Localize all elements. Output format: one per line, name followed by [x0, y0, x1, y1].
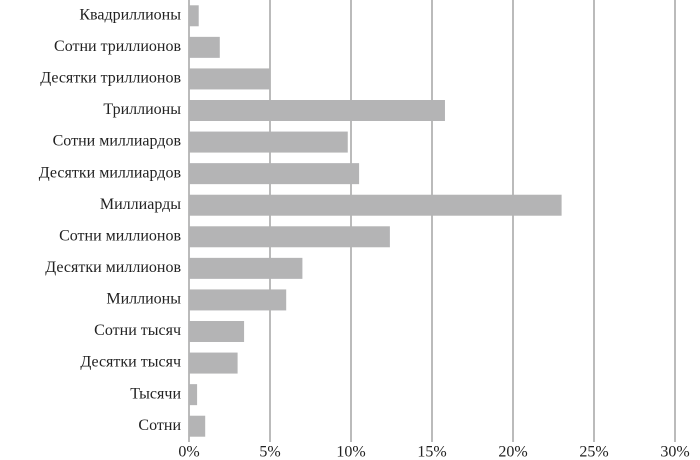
y-tick-label: Квадриллионы: [79, 6, 181, 23]
bar: [189, 194, 562, 216]
y-tick-label: Сотни миллионов: [59, 227, 181, 244]
bar: [189, 163, 360, 185]
x-tick-label: 30%: [660, 444, 689, 460]
y-tick-label: Миллионы: [106, 291, 181, 308]
x-tick-label: 20%: [498, 444, 527, 460]
bar: [189, 36, 220, 58]
y-tick-label: Десятки миллиардов: [39, 164, 182, 181]
bar: [189, 131, 348, 153]
x-tick-label: 15%: [417, 444, 446, 460]
bar: [189, 226, 390, 248]
y-tick-label: Сотни триллионов: [54, 38, 181, 55]
y-tick-label: Сотни тысяч: [94, 322, 181, 339]
y-tick-label: Десятки миллионов: [45, 259, 181, 276]
bar: [189, 5, 199, 27]
bar: [189, 68, 270, 90]
bar: [189, 415, 206, 437]
x-tick-label: 10%: [336, 444, 365, 460]
bar: [189, 100, 445, 121]
x-tick-label: 0%: [178, 444, 199, 460]
x-tick-label: 25%: [579, 444, 608, 460]
y-tick-label: Тысячи: [130, 385, 181, 402]
x-tick-label: 5%: [259, 444, 280, 460]
bar: [189, 257, 303, 279]
bar: [189, 321, 245, 342]
y-tick-label: Триллионы: [103, 101, 181, 118]
y-tick-label: Сотни: [138, 417, 181, 434]
bar: [189, 289, 287, 311]
bar: [189, 352, 238, 374]
bar: [189, 384, 198, 406]
y-tick-label: Десятки триллионов: [40, 70, 181, 87]
y-tick-label: Миллиарды: [100, 196, 181, 213]
y-tick-label: Сотни миллиардов: [53, 133, 182, 150]
y-tick-label: Десятки тысяч: [80, 354, 181, 371]
